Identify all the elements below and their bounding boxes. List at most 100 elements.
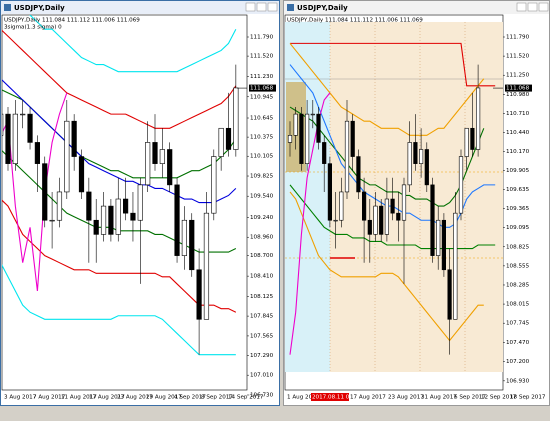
price-label: 109.365 bbox=[506, 206, 530, 212]
maximize-button[interactable] bbox=[527, 2, 538, 12]
candle-body bbox=[464, 127, 469, 157]
candle-body bbox=[181, 219, 188, 256]
candle-body bbox=[401, 184, 407, 221]
price-label: 106.730 bbox=[250, 392, 274, 398]
window-icon bbox=[4, 4, 11, 11]
indicator-line bbox=[289, 43, 485, 136]
candle-body bbox=[424, 149, 429, 186]
price-label: 108.410 bbox=[250, 274, 274, 280]
chart-content bbox=[287, 42, 496, 355]
price-label: 110.710 bbox=[506, 111, 530, 117]
candle-body bbox=[130, 212, 136, 221]
date-label: 7 Aug 2017 bbox=[33, 395, 66, 401]
candle-body bbox=[71, 120, 77, 157]
price-label: 108.125 bbox=[250, 294, 274, 300]
candle-body bbox=[108, 205, 114, 235]
date-label: 12 Sep 2017 bbox=[481, 395, 517, 401]
date-label: 29 Aug 2017 bbox=[146, 395, 182, 401]
candle-body bbox=[287, 135, 293, 143]
indicator-line bbox=[289, 92, 331, 355]
candle-body bbox=[56, 191, 63, 221]
date-label: 4 Sep 2017 bbox=[174, 395, 206, 401]
candle-body bbox=[361, 191, 367, 221]
candle-body bbox=[225, 127, 232, 150]
candle-body bbox=[384, 198, 390, 235]
price-label: 109.635 bbox=[506, 187, 530, 193]
price-label: 109.095 bbox=[506, 225, 530, 231]
close-button[interactable] bbox=[538, 2, 549, 12]
info-text: 3sigma(1.3 sigma) 0 bbox=[4, 25, 62, 31]
price-label: 110.945 bbox=[250, 94, 274, 100]
close-button[interactable] bbox=[267, 2, 278, 12]
indicator-line bbox=[2, 79, 237, 204]
price-label: 110.440 bbox=[506, 130, 530, 136]
price-label: 108.700 bbox=[250, 253, 274, 259]
candle-body bbox=[436, 219, 441, 256]
price-label: 108.825 bbox=[506, 244, 530, 250]
candle-body bbox=[211, 156, 217, 214]
price-label: 108.285 bbox=[506, 282, 530, 288]
candle-body bbox=[379, 205, 384, 235]
price-label: 110.645 bbox=[250, 116, 274, 122]
minimize-button[interactable] bbox=[245, 2, 256, 12]
info-text: USDJPY,Daily 111.084 111.112 111.006 111… bbox=[287, 18, 423, 24]
window-title: USDJPY,Daily bbox=[14, 4, 65, 12]
candle-body bbox=[233, 87, 239, 150]
candle-body bbox=[350, 120, 355, 157]
indicator-line bbox=[289, 184, 496, 250]
indicator-line bbox=[2, 199, 237, 313]
candle-body bbox=[5, 113, 11, 164]
candle-body bbox=[293, 113, 298, 136]
candle-body bbox=[189, 219, 195, 271]
date-label: 31 Aug 2017 bbox=[421, 395, 457, 401]
price-label: 107.470 bbox=[506, 340, 530, 346]
price-label: 110.375 bbox=[250, 135, 274, 141]
candle-body bbox=[93, 219, 99, 235]
current-price-box bbox=[249, 84, 276, 92]
price-label: 110.980 bbox=[506, 92, 530, 98]
date-label: 2017.08.11 00:00 bbox=[312, 395, 362, 401]
date-highlight bbox=[311, 393, 349, 401]
window-icon bbox=[287, 4, 294, 11]
date-label: 18 Sep 2017 bbox=[510, 395, 546, 401]
minimize-button[interactable] bbox=[516, 2, 527, 12]
candle-body bbox=[20, 113, 26, 116]
title-bar bbox=[1, 1, 279, 14]
candle-body bbox=[2, 113, 4, 136]
shading bbox=[285, 22, 503, 372]
candle-body bbox=[396, 212, 401, 221]
candle-body bbox=[475, 87, 481, 150]
candle-body bbox=[344, 120, 350, 193]
price-label: 108.015 bbox=[506, 302, 530, 308]
price-label: 111.790 bbox=[506, 35, 530, 41]
date-label: 1 Aug 2017 bbox=[287, 395, 320, 401]
candle-body bbox=[145, 142, 151, 186]
candle-body bbox=[34, 142, 40, 164]
indicator-line bbox=[2, 150, 237, 253]
price-label: 111.230 bbox=[250, 74, 274, 80]
date-label: 23 Aug 2017 bbox=[117, 395, 153, 401]
candle-body bbox=[203, 212, 210, 320]
candle-body bbox=[430, 184, 435, 256]
candle-body bbox=[390, 198, 395, 214]
price-label: 108.960 bbox=[250, 235, 274, 241]
candle-body bbox=[159, 149, 165, 164]
candle-body bbox=[458, 156, 464, 214]
chart-content bbox=[2, 15, 239, 356]
candle-body bbox=[196, 269, 202, 320]
candle-body bbox=[373, 205, 378, 235]
current-price-label: 111.068 bbox=[506, 86, 530, 92]
candle-body bbox=[453, 212, 458, 320]
price-label: 106.930 bbox=[506, 378, 530, 384]
candle-body bbox=[304, 113, 310, 164]
candle-body bbox=[49, 219, 55, 222]
current-price-box bbox=[505, 84, 532, 92]
indicator-line bbox=[290, 42, 496, 87]
maximize-button[interactable] bbox=[256, 2, 267, 12]
price-label: 109.825 bbox=[250, 174, 274, 180]
date-label: 14 Sep 2017 bbox=[228, 395, 264, 401]
candle-body bbox=[78, 156, 85, 193]
date-label: 17 Aug 2017 bbox=[350, 395, 386, 401]
date-label: 11 Aug 2017 bbox=[61, 395, 97, 401]
